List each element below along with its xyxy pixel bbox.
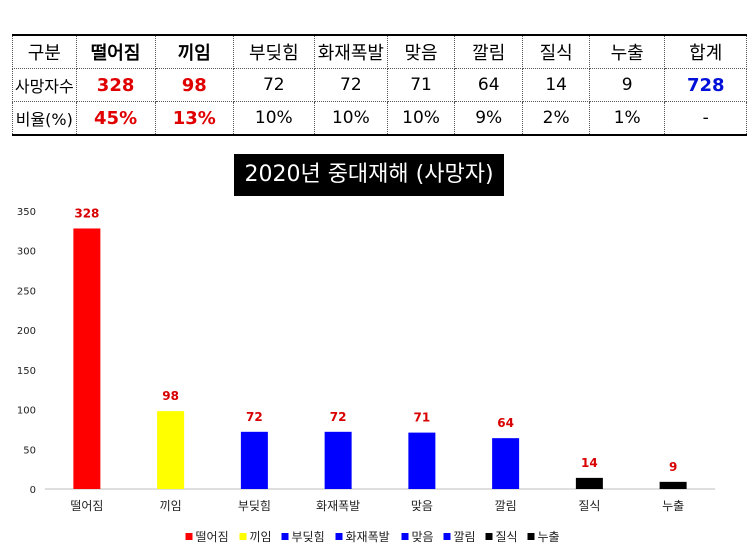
legend-label: 화재폭발 [346, 530, 390, 544]
chart-bars [73, 228, 687, 489]
data-label: 72 [246, 410, 263, 424]
bar [324, 431, 352, 489]
y-tick-label: 300 [17, 247, 36, 258]
table-row-deaths: 사망자수 328 98 72 72 71 64 14 9 728 [12, 68, 747, 102]
data-label: 328 [74, 206, 99, 220]
bar [408, 432, 436, 489]
deaths-cell-total: 728 [664, 68, 747, 102]
row-label-deaths: 사망자수 [12, 68, 77, 102]
x-tick-label: 떨어짐 [70, 499, 103, 513]
deaths-cell-crushed: 64 [454, 68, 524, 102]
legend-swatch [185, 533, 193, 540]
bar [575, 477, 603, 489]
y-tick-label: 150 [17, 366, 36, 377]
legend-label: 맞음 [412, 530, 434, 544]
header-cell-fire: 화재폭발 [313, 34, 389, 69]
legend-label: 부딪힘 [292, 530, 325, 544]
chart-data-labels: 328 98 72 72 71 64 14 9 [74, 206, 677, 473]
legend-label: 누출 [538, 530, 560, 544]
y-tick-label: 350 [17, 207, 36, 218]
data-label: 64 [497, 416, 514, 430]
ratio-cell-suffocation: 2% [522, 101, 590, 136]
header-cell-crushed: 깔림 [454, 34, 524, 69]
legend-swatch [527, 533, 535, 540]
bar [659, 481, 687, 489]
deaths-cell-leak: 9 [588, 68, 666, 102]
legend-label: 깔림 [454, 530, 476, 544]
y-tick-label: 100 [17, 406, 36, 417]
deaths-cell-suffocation: 14 [522, 68, 590, 102]
x-tick-label: 깔림 [495, 499, 517, 513]
ratio-cell-fire: 10% [313, 101, 389, 136]
ratio-cell-crushed: 9% [454, 101, 524, 136]
x-tick-label: 화재폭발 [316, 499, 360, 513]
legend-swatch [281, 533, 289, 540]
deaths-cell-fire: 72 [313, 68, 389, 102]
header-cell-leak: 누출 [588, 34, 666, 69]
x-tick-label: 질식 [578, 499, 600, 513]
data-label: 9 [669, 460, 677, 474]
header-cell-total: 합계 [664, 34, 747, 69]
legend-label: 질식 [496, 530, 518, 544]
ratio-cell-leak: 1% [588, 101, 666, 136]
chart-title: 2020년 중대재해 (사망자) [234, 154, 504, 196]
legend-swatch [443, 533, 451, 540]
deaths-cell-fall: 328 [75, 68, 156, 102]
table-row-ratio: 비율(%) 45% 13% 10% 10% 10% 9% 2% 1% - [12, 101, 747, 136]
y-tick-label: 50 [23, 445, 36, 456]
bar [73, 228, 101, 489]
bar [157, 411, 185, 489]
bar [492, 438, 520, 489]
ratio-cell-total: - [664, 101, 747, 136]
legend-label: 끼임 [250, 530, 272, 544]
y-tick-label: 0 [30, 485, 36, 496]
x-tick-label: 누출 [662, 499, 684, 513]
deaths-cell-struck: 72 [232, 68, 315, 102]
chart-axes: 0 50 100 150 200 250 300 350 떨어짐 끼임 부딪힘 화재폭발 맞음 깔림 질식 누… [17, 207, 715, 513]
table-header-row: 구분 떨어짐 끼임 부딪힘 화재폭발 맞음 깔림 질식 누출 합계 [12, 34, 747, 69]
header-cell-fall: 떨어짐 [75, 34, 156, 69]
data-label: 71 [414, 411, 431, 425]
ratio-cell-struck: 10% [232, 101, 315, 136]
x-tick-label: 맞음 [411, 499, 433, 513]
legend-swatch [485, 533, 493, 540]
bar [240, 431, 268, 489]
header-cell-struck: 부딪힘 [232, 34, 315, 69]
y-tick-label: 250 [17, 286, 36, 297]
data-label: 98 [162, 389, 179, 403]
x-tick-label: 부딪힘 [238, 499, 271, 513]
header-cell-suffocation: 질식 [522, 34, 590, 69]
y-tick-label: 200 [17, 326, 36, 337]
ratio-cell-fall: 45% [75, 101, 156, 136]
ratio-cell-hit: 10% [387, 101, 456, 136]
legend-swatch [401, 533, 409, 540]
legend-swatch [239, 533, 247, 540]
x-tick-label: 끼임 [160, 499, 182, 513]
legend-swatch [335, 533, 343, 540]
data-label: 14 [581, 456, 598, 470]
summary-table: 구분 떨어짐 끼임 부딪힘 화재폭발 맞음 깔림 질식 누출 합계 사망자수 3… [12, 34, 747, 136]
chart-legend: 떨어짐 끼임 부딪힘 화재폭발 맞음 깔림 질식 누출 [185, 530, 560, 544]
header-cell-category: 구분 [12, 34, 77, 69]
ratio-cell-caught: 13% [154, 101, 234, 136]
legend-label: 떨어짐 [196, 530, 229, 544]
deaths-cell-caught: 98 [154, 68, 234, 102]
data-label: 72 [330, 410, 347, 424]
deaths-cell-hit: 71 [387, 68, 456, 102]
